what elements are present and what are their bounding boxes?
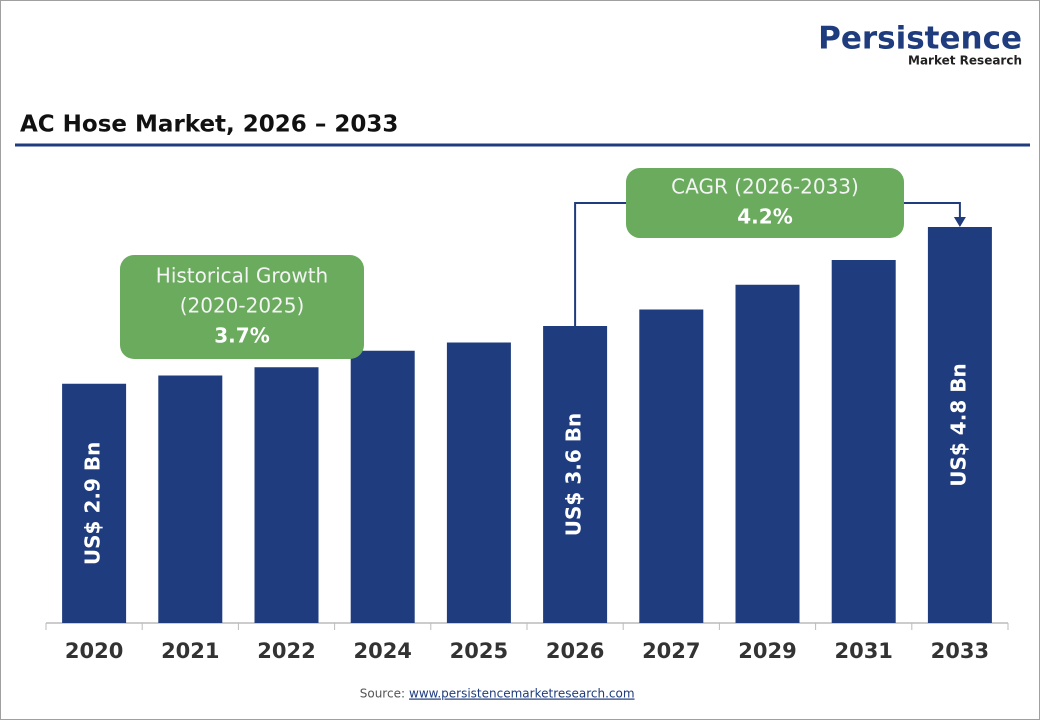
annotation-box <box>626 168 904 238</box>
annotation-text: CAGR (2026-2033) <box>671 175 859 199</box>
logo-tagline: Market Research <box>908 54 1022 68</box>
logo-name: Persistence <box>818 21 1022 57</box>
bar <box>831 260 896 623</box>
chart-title: AC Hose Market, 2026 – 2033 <box>20 112 398 138</box>
cagr-arrowhead <box>953 217 966 227</box>
x-tick-label: 2031 <box>834 639 892 663</box>
bar <box>158 375 223 623</box>
value-label: US$ 4.8 Bn <box>946 363 970 486</box>
annotation-text: 3.7% <box>214 324 269 348</box>
annotation-box <box>120 255 364 359</box>
annotation-text: (2020-2025) <box>180 294 305 318</box>
x-tick-label: 2033 <box>931 639 989 663</box>
x-tick-label: 2021 <box>161 639 219 663</box>
value-label: US$ 2.9 Bn <box>81 442 105 565</box>
x-tick-label: 2022 <box>257 639 315 663</box>
bar <box>350 350 415 623</box>
bar <box>735 284 800 623</box>
x-tick-label: 2025 <box>450 639 508 663</box>
bar <box>62 383 127 623</box>
bar <box>927 227 992 623</box>
annotation-text: 4.2% <box>737 205 792 229</box>
source-link[interactable]: www.persistencemarketresearch.com <box>409 687 635 701</box>
x-tick-label: 2026 <box>546 639 604 663</box>
x-tick-label: 2024 <box>353 639 411 663</box>
x-tick-label: 2029 <box>738 639 796 663</box>
bar <box>446 342 511 623</box>
annotation-text: Historical Growth <box>156 264 328 288</box>
source-label: Source: <box>360 687 405 701</box>
bar <box>543 326 608 623</box>
x-tick-label: 2020 <box>65 639 123 663</box>
x-tick-label: 2027 <box>642 639 700 663</box>
bar <box>254 367 319 623</box>
value-label: US$ 3.6 Bn <box>562 413 586 536</box>
bar <box>639 309 704 623</box>
